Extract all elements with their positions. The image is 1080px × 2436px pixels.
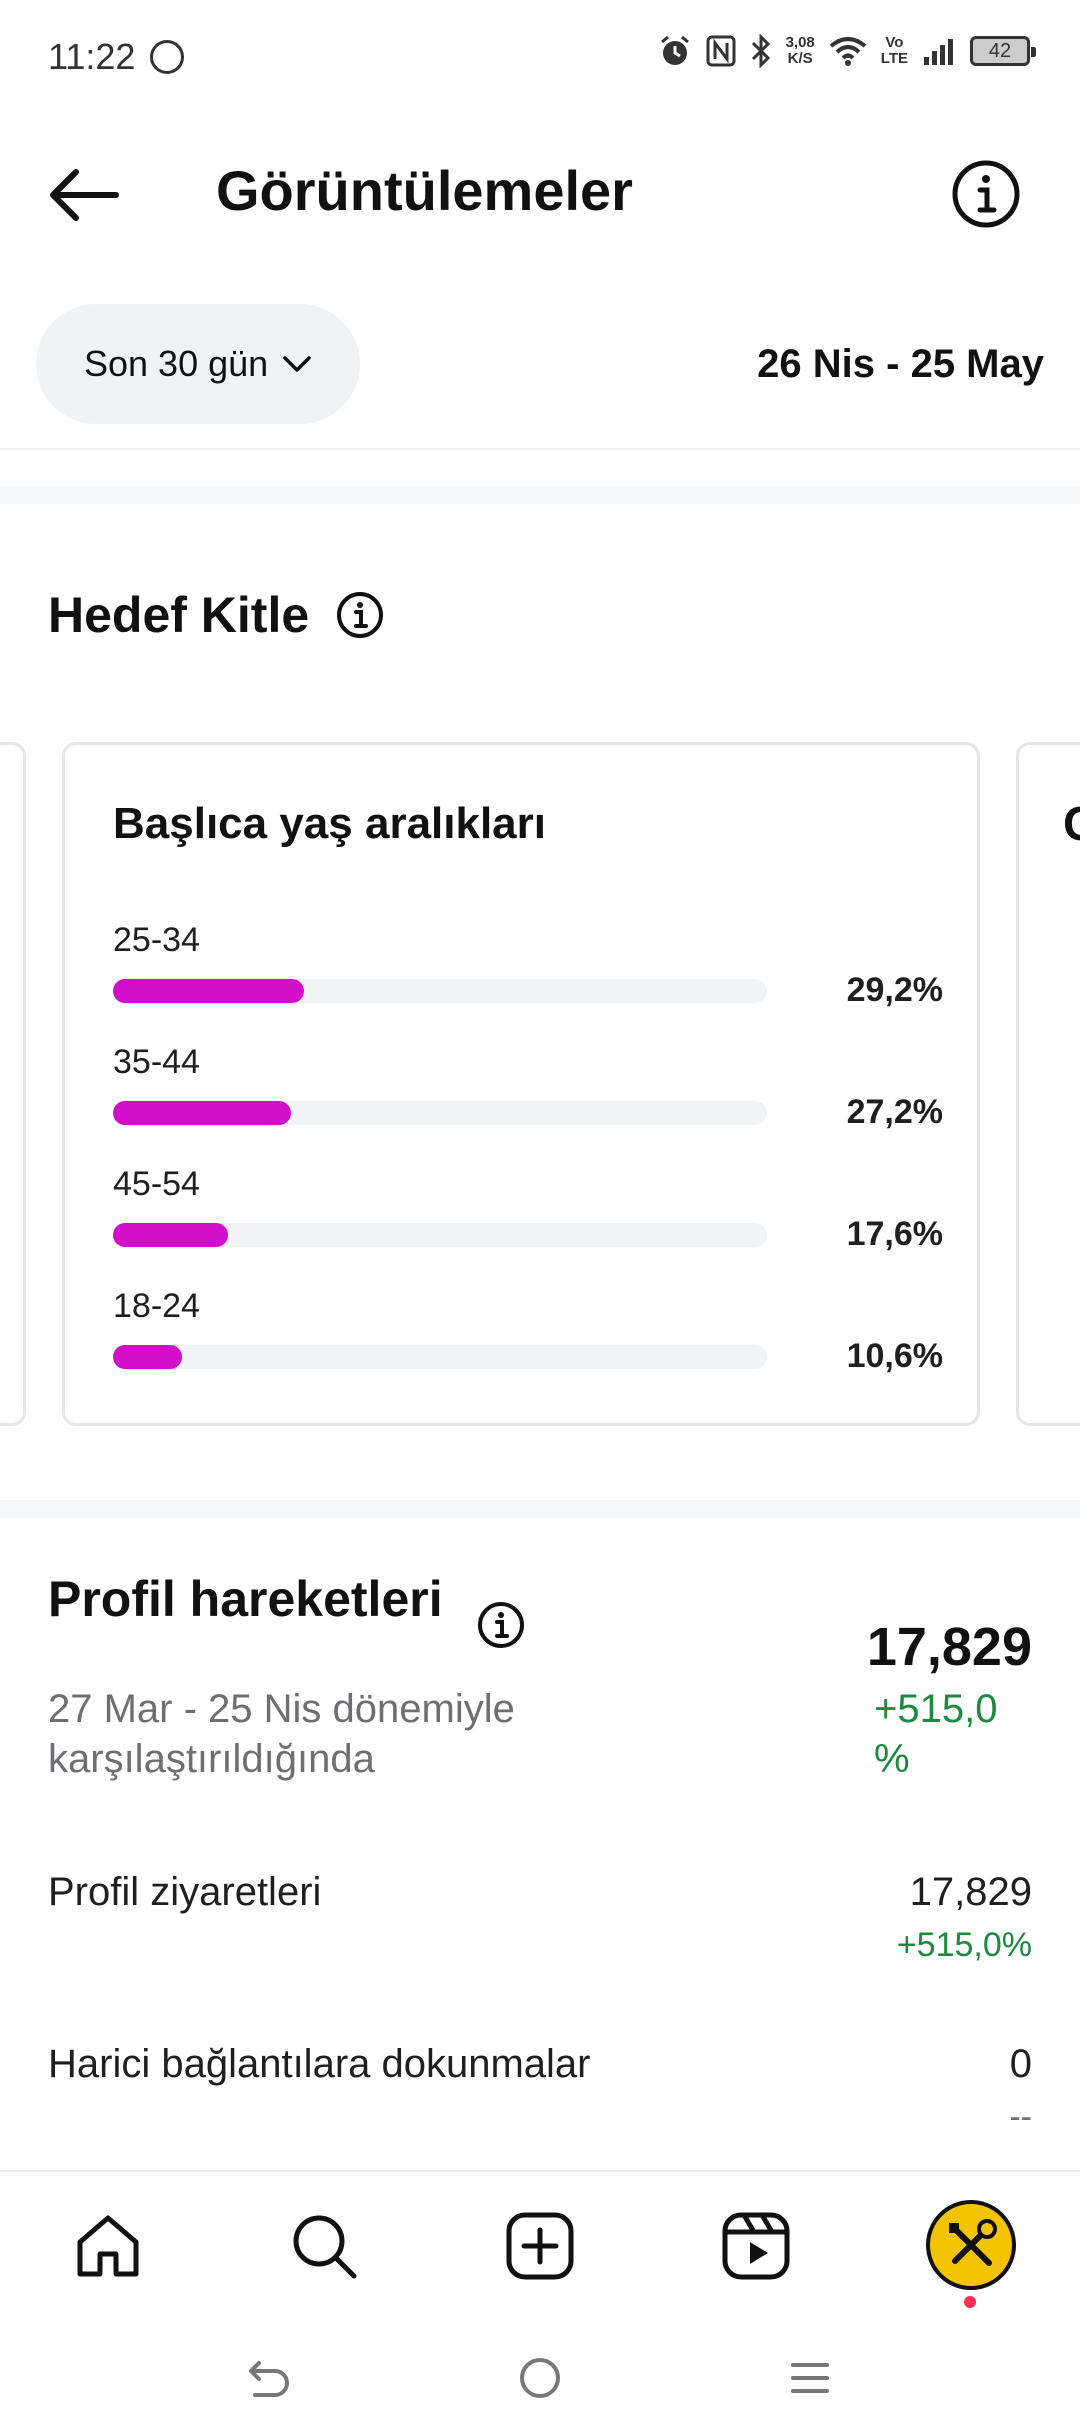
metric-value: 17,829	[909, 1870, 1032, 1914]
age-row: 45-54 17,6%	[113, 1165, 943, 1275]
arrow-left-icon	[50, 169, 119, 221]
metric-label: Harici bağlantılara dokunmalar	[48, 2042, 591, 2086]
volte-bottom: LTE	[880, 50, 908, 67]
metric-change: +515,0%	[896, 1926, 1032, 1964]
avatar-tools-icon	[949, 2219, 997, 2266]
network-speed-value: 3,08	[785, 34, 815, 51]
header: Görüntülemeler	[0, 140, 1080, 250]
age-row: 35-44 27,2%	[113, 1043, 943, 1153]
status-bar: 11:22 3,08 K/S Vo LTE 42	[0, 0, 1080, 110]
wifi-icon	[829, 36, 867, 66]
network-speed: 3,08 K/S	[786, 35, 815, 67]
age-bar-track	[113, 979, 767, 1003]
page-title: Görüntülemeler	[216, 159, 633, 222]
alarm-icon	[658, 34, 692, 68]
date-range: 26 Nis - 25 May	[757, 342, 1044, 386]
metric-label: Profil ziyaretleri	[48, 1870, 322, 1914]
metric-value: 0	[1009, 2042, 1032, 2086]
profile-actions-title: Profil hareketleri	[48, 1571, 443, 1627]
previous-card[interactable]	[0, 742, 26, 1426]
nav-search[interactable]	[284, 2206, 364, 2286]
audience-title: Hedef Kitle	[48, 586, 385, 644]
age-label: 25-34	[113, 921, 200, 959]
volte-indicator: Vo LTE	[881, 35, 908, 67]
section-divider	[0, 1500, 1080, 1518]
filter-row: Son 30 gün 26 Nis - 25 May	[0, 300, 1080, 450]
profile-actions-change: +515,0 %	[874, 1687, 998, 1781]
age-bar-track	[113, 1345, 767, 1369]
search-icon	[293, 2215, 357, 2279]
age-ranges-card: Başlıca yaş aralıkları 25-34 29,2% 35-44…	[62, 742, 980, 1426]
age-percent: 17,6%	[846, 1215, 943, 1253]
nav-create[interactable]	[500, 2206, 580, 2286]
volte-top: Vo	[885, 34, 904, 51]
audience-info-icon[interactable]	[335, 590, 385, 640]
network-speed-unit: K/S	[787, 50, 813, 67]
age-label: 18-24	[113, 1287, 200, 1325]
home-icon	[77, 2215, 139, 2277]
age-bar-fill	[113, 1345, 182, 1369]
system-back-button[interactable]	[240, 2348, 300, 2408]
info-button[interactable]	[950, 158, 1022, 230]
age-percent: 27,2%	[846, 1093, 943, 1131]
metric-row-external-link-taps: Harici bağlantılara dokunmalar 0 --	[48, 2042, 1032, 2152]
age-label: 45-54	[113, 1165, 200, 1203]
whatsapp-notification-icon	[150, 40, 184, 74]
age-percent: 10,6%	[846, 1337, 943, 1375]
nav-reels[interactable]	[716, 2206, 796, 2286]
status-icons: 3,08 K/S Vo LTE 42	[658, 34, 1036, 68]
age-bar-track	[113, 1101, 767, 1125]
system-nav	[0, 2320, 1080, 2436]
card-title: Başlıca yaş aralıkları	[113, 799, 546, 848]
age-bar-fill	[113, 1223, 228, 1247]
system-back-icon	[249, 2361, 289, 2397]
metric-change: --	[1009, 2098, 1032, 2136]
age-percent: 29,2%	[846, 971, 943, 1009]
next-card[interactable]: C	[1016, 742, 1080, 1426]
signal-icon	[922, 37, 956, 65]
age-bar-fill	[113, 1101, 291, 1125]
nav-home[interactable]	[68, 2206, 148, 2286]
info-circle-icon	[952, 160, 1020, 228]
system-home-icon	[520, 2358, 560, 2398]
nfc-icon	[706, 35, 736, 67]
age-row: 25-34 29,2%	[113, 921, 943, 1031]
system-home-button[interactable]	[510, 2348, 570, 2408]
system-menu-button[interactable]	[780, 2348, 840, 2408]
age-row: 18-24 10,6%	[113, 1287, 943, 1397]
audience-title-text: Hedef Kitle	[48, 587, 310, 643]
section-divider	[0, 486, 1080, 504]
metric-row-profile-visits: Profil ziyaretleri 17,829 +515,0%	[48, 1870, 1032, 1980]
comparison-text: 27 Mar - 25 Nis dönemiyle karşılaştırıld…	[48, 1687, 515, 1781]
age-bar-fill	[113, 979, 304, 1003]
period-label: Son 30 gün	[84, 343, 269, 384]
reels-icon	[722, 2212, 790, 2280]
plus-square-icon	[506, 2212, 574, 2280]
battery-icon: 42	[970, 36, 1036, 66]
bottom-nav	[0, 2170, 1080, 2320]
age-label: 35-44	[113, 1043, 200, 1081]
back-button[interactable]	[44, 160, 124, 230]
period-selector[interactable]: Son 30 gün	[36, 304, 360, 424]
profile-actions-info-icon[interactable]	[476, 1600, 526, 1650]
next-card-title-peek: C	[1063, 797, 1080, 852]
nav-profile-avatar[interactable]	[926, 2200, 1016, 2290]
system-menu-icon	[791, 2363, 829, 2393]
notification-dot	[964, 2296, 976, 2308]
age-bar-track	[113, 1223, 767, 1247]
profile-actions-total: 17,829	[866, 1617, 1032, 1677]
bluetooth-icon	[750, 34, 772, 68]
chevron-down-icon	[283, 356, 311, 372]
status-time: 11:22	[48, 36, 136, 77]
